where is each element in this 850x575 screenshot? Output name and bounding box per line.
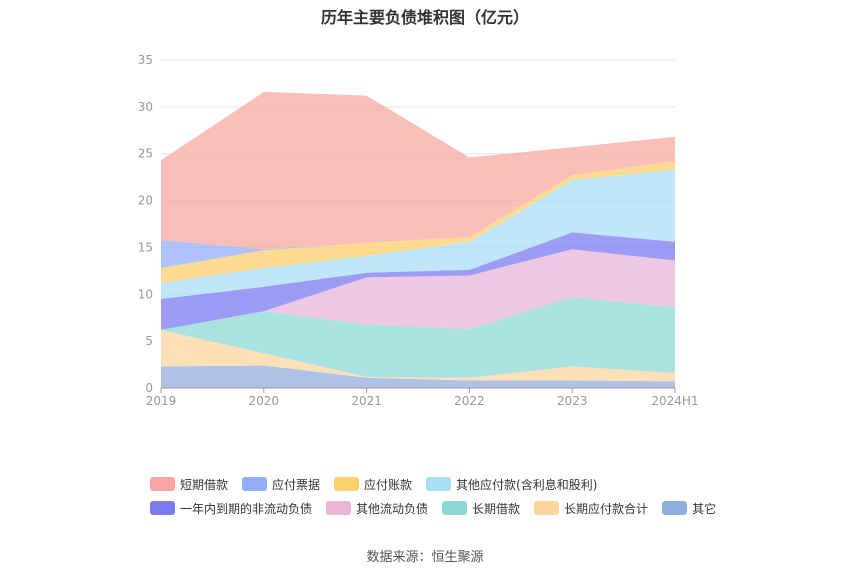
legend-swatch [150,477,175,491]
legend-swatch [334,477,360,491]
data-source-note: 数据来源：恒生聚源 [366,550,484,565]
area-series [161,329,675,382]
legend-label: 其他应付款(含利息和股利) [456,477,598,492]
legend-row: 一年内到期的非流动负债 其他流动负债 长期借款 长期应付款合计 其它 [150,496,770,520]
legend-item[interactable]: 应付账款 [334,476,412,493]
legend-label: 短期借款 [180,477,229,492]
legend-label: 应付票据 [272,477,321,492]
legend-swatch [534,501,560,515]
area-series [161,365,675,388]
legend-swatch [326,501,352,515]
legend-label: 其它 [692,501,717,516]
legend-item[interactable]: 短期借款 [150,476,228,493]
chart-title: 历年主要负债堆积图（亿元） [320,8,529,27]
legend-item[interactable]: 其他流动负债 [326,500,428,517]
legend-swatch [426,477,452,491]
area-series [161,232,675,330]
legend-item[interactable]: 一年内到期的非流动负债 [150,500,312,517]
legend-label: 应付账款 [364,477,413,492]
stacked-area-chart: 0 5 10 15 20 25 30 35 2019 2020 2021 2022 2023 2024H1 [138,53,699,408]
y-tick-label: 0 [145,381,153,395]
y-tick-label: 20 [138,194,153,208]
x-tick-label: 2024H1 [651,394,698,408]
legend-row: 短期借款 应付票据 应付账款 其他应付款(含利息和股利) [150,472,770,496]
x-tick-label: 2023 [557,394,588,408]
legend-item[interactable]: 其它 [662,500,716,517]
area-series [161,91,675,250]
area-series [161,169,675,299]
area-series [161,161,675,268]
legend-item[interactable]: 长期借款 [442,500,520,517]
area-series [161,161,675,283]
area-series [161,249,675,330]
legend-label: 其他流动负债 [356,501,429,516]
x-tick-label: 2022 [454,394,485,408]
legend-item[interactable]: 应付票据 [242,476,320,493]
chart-legend: 短期借款 应付票据 应付账款 其他应付款(含利息和股利) 一年内到期的非流动负债 其他流… [150,472,770,520]
y-tick-label: 10 [138,287,153,301]
x-tick-label: 2020 [249,394,280,408]
x-tick-label: 2019 [146,394,177,408]
y-tick-label: 35 [138,53,153,67]
y-tick-label: 15 [138,240,153,254]
legend-item[interactable]: 长期应付款合计 [534,500,648,517]
legend-swatch [662,501,688,515]
legend-swatch [150,501,175,515]
x-tick-label: 2021 [351,394,382,408]
legend-item[interactable]: 其他应付款(含利息和股利) [426,476,597,493]
legend-label: 长期应付款合计 [564,501,649,516]
y-tick-label: 30 [138,100,153,114]
legend-swatch [442,501,468,515]
area-series [161,297,675,378]
y-tick-label: 5 [145,334,153,348]
legend-swatch [242,477,268,491]
legend-label: 一年内到期的非流动负债 [180,501,313,516]
legend-label: 长期借款 [472,501,521,516]
y-tick-label: 25 [138,147,153,161]
